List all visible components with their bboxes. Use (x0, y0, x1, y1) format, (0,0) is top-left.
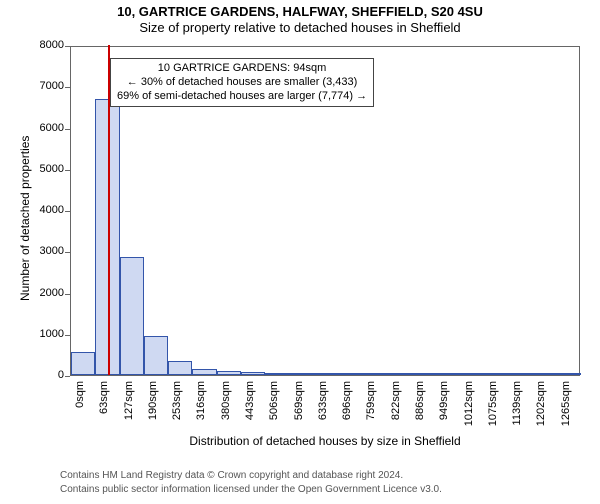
histogram-bar (387, 373, 411, 375)
chart-title-address: 10, GARTRICE GARDENS, HALFWAY, SHEFFIELD… (0, 4, 600, 19)
x-tick-label: 633sqm (317, 381, 329, 431)
footer-copyright-line2: Contains public sector information licen… (60, 484, 442, 495)
y-tick-label: 0 (30, 369, 64, 381)
histogram-bar (71, 352, 95, 375)
histogram-bar (557, 373, 581, 375)
histogram-bar (192, 369, 216, 375)
y-tick-mark (65, 335, 70, 336)
x-tick-label: 63sqm (98, 381, 110, 431)
y-tick-mark (65, 294, 70, 295)
histogram-bar (435, 373, 459, 375)
annotation-line-property: 10 GARTRICE GARDENS: 94sqm (117, 62, 367, 76)
y-tick-label: 4000 (30, 204, 64, 216)
histogram-bar (241, 372, 265, 375)
y-tick-label: 1000 (30, 328, 64, 340)
y-axis-label: Number of detached properties (18, 136, 32, 301)
histogram-bar (532, 373, 556, 375)
y-tick-label: 3000 (30, 245, 64, 257)
x-tick-label: 506sqm (268, 381, 280, 431)
y-tick-mark (65, 211, 70, 212)
histogram-bar (144, 336, 168, 375)
histogram-bar (484, 373, 508, 375)
x-tick-label: 822sqm (390, 381, 402, 431)
x-tick-label: 569sqm (293, 381, 305, 431)
y-tick-mark (65, 87, 70, 88)
y-tick-label: 2000 (30, 287, 64, 299)
x-tick-label: 1139sqm (511, 381, 523, 431)
x-tick-label: 1075sqm (487, 381, 499, 431)
x-tick-label: 190sqm (147, 381, 159, 431)
histogram-bar (265, 373, 289, 375)
histogram-bar (411, 373, 435, 375)
x-tick-label: 0sqm (74, 381, 86, 431)
y-tick-mark (65, 46, 70, 47)
histogram-bar (290, 373, 314, 375)
y-tick-label: 7000 (30, 80, 64, 92)
y-tick-mark (65, 376, 70, 377)
x-tick-label: 759sqm (365, 381, 377, 431)
histogram-bar (314, 373, 338, 375)
x-tick-label: 316sqm (195, 381, 207, 431)
y-tick-mark (65, 252, 70, 253)
x-tick-label: 443sqm (244, 381, 256, 431)
y-tick-mark (65, 129, 70, 130)
y-tick-label: 5000 (30, 163, 64, 175)
footer-copyright-line1: Contains HM Land Registry data © Crown c… (60, 470, 403, 481)
histogram-bar (168, 361, 192, 375)
x-tick-label: 380sqm (220, 381, 232, 431)
x-tick-label: 696sqm (341, 381, 353, 431)
x-tick-label: 1012sqm (463, 381, 475, 431)
histogram-bar (338, 373, 362, 375)
histogram-bar (217, 371, 241, 375)
x-tick-label: 127sqm (123, 381, 135, 431)
x-tick-label: 253sqm (171, 381, 183, 431)
histogram-bar (508, 373, 532, 375)
annotation-line-larger: 69% of semi-detached houses are larger (… (117, 90, 367, 104)
y-tick-mark (65, 170, 70, 171)
x-tick-label: 886sqm (414, 381, 426, 431)
y-tick-label: 8000 (30, 39, 64, 51)
x-axis-label: Distribution of detached houses by size … (70, 434, 580, 448)
histogram-bar (120, 257, 144, 375)
histogram-bar (460, 373, 484, 375)
x-tick-label: 1202sqm (535, 381, 547, 431)
histogram-bar (362, 373, 386, 375)
chart-subtitle: Size of property relative to detached ho… (0, 20, 600, 35)
property-annotation-box: 10 GARTRICE GARDENS: 94sqm ← 30% of deta… (110, 58, 374, 107)
x-tick-label: 1265sqm (560, 381, 572, 431)
annotation-line-smaller: ← 30% of detached houses are smaller (3,… (117, 76, 367, 90)
x-tick-label: 949sqm (438, 381, 450, 431)
y-tick-label: 6000 (30, 122, 64, 134)
